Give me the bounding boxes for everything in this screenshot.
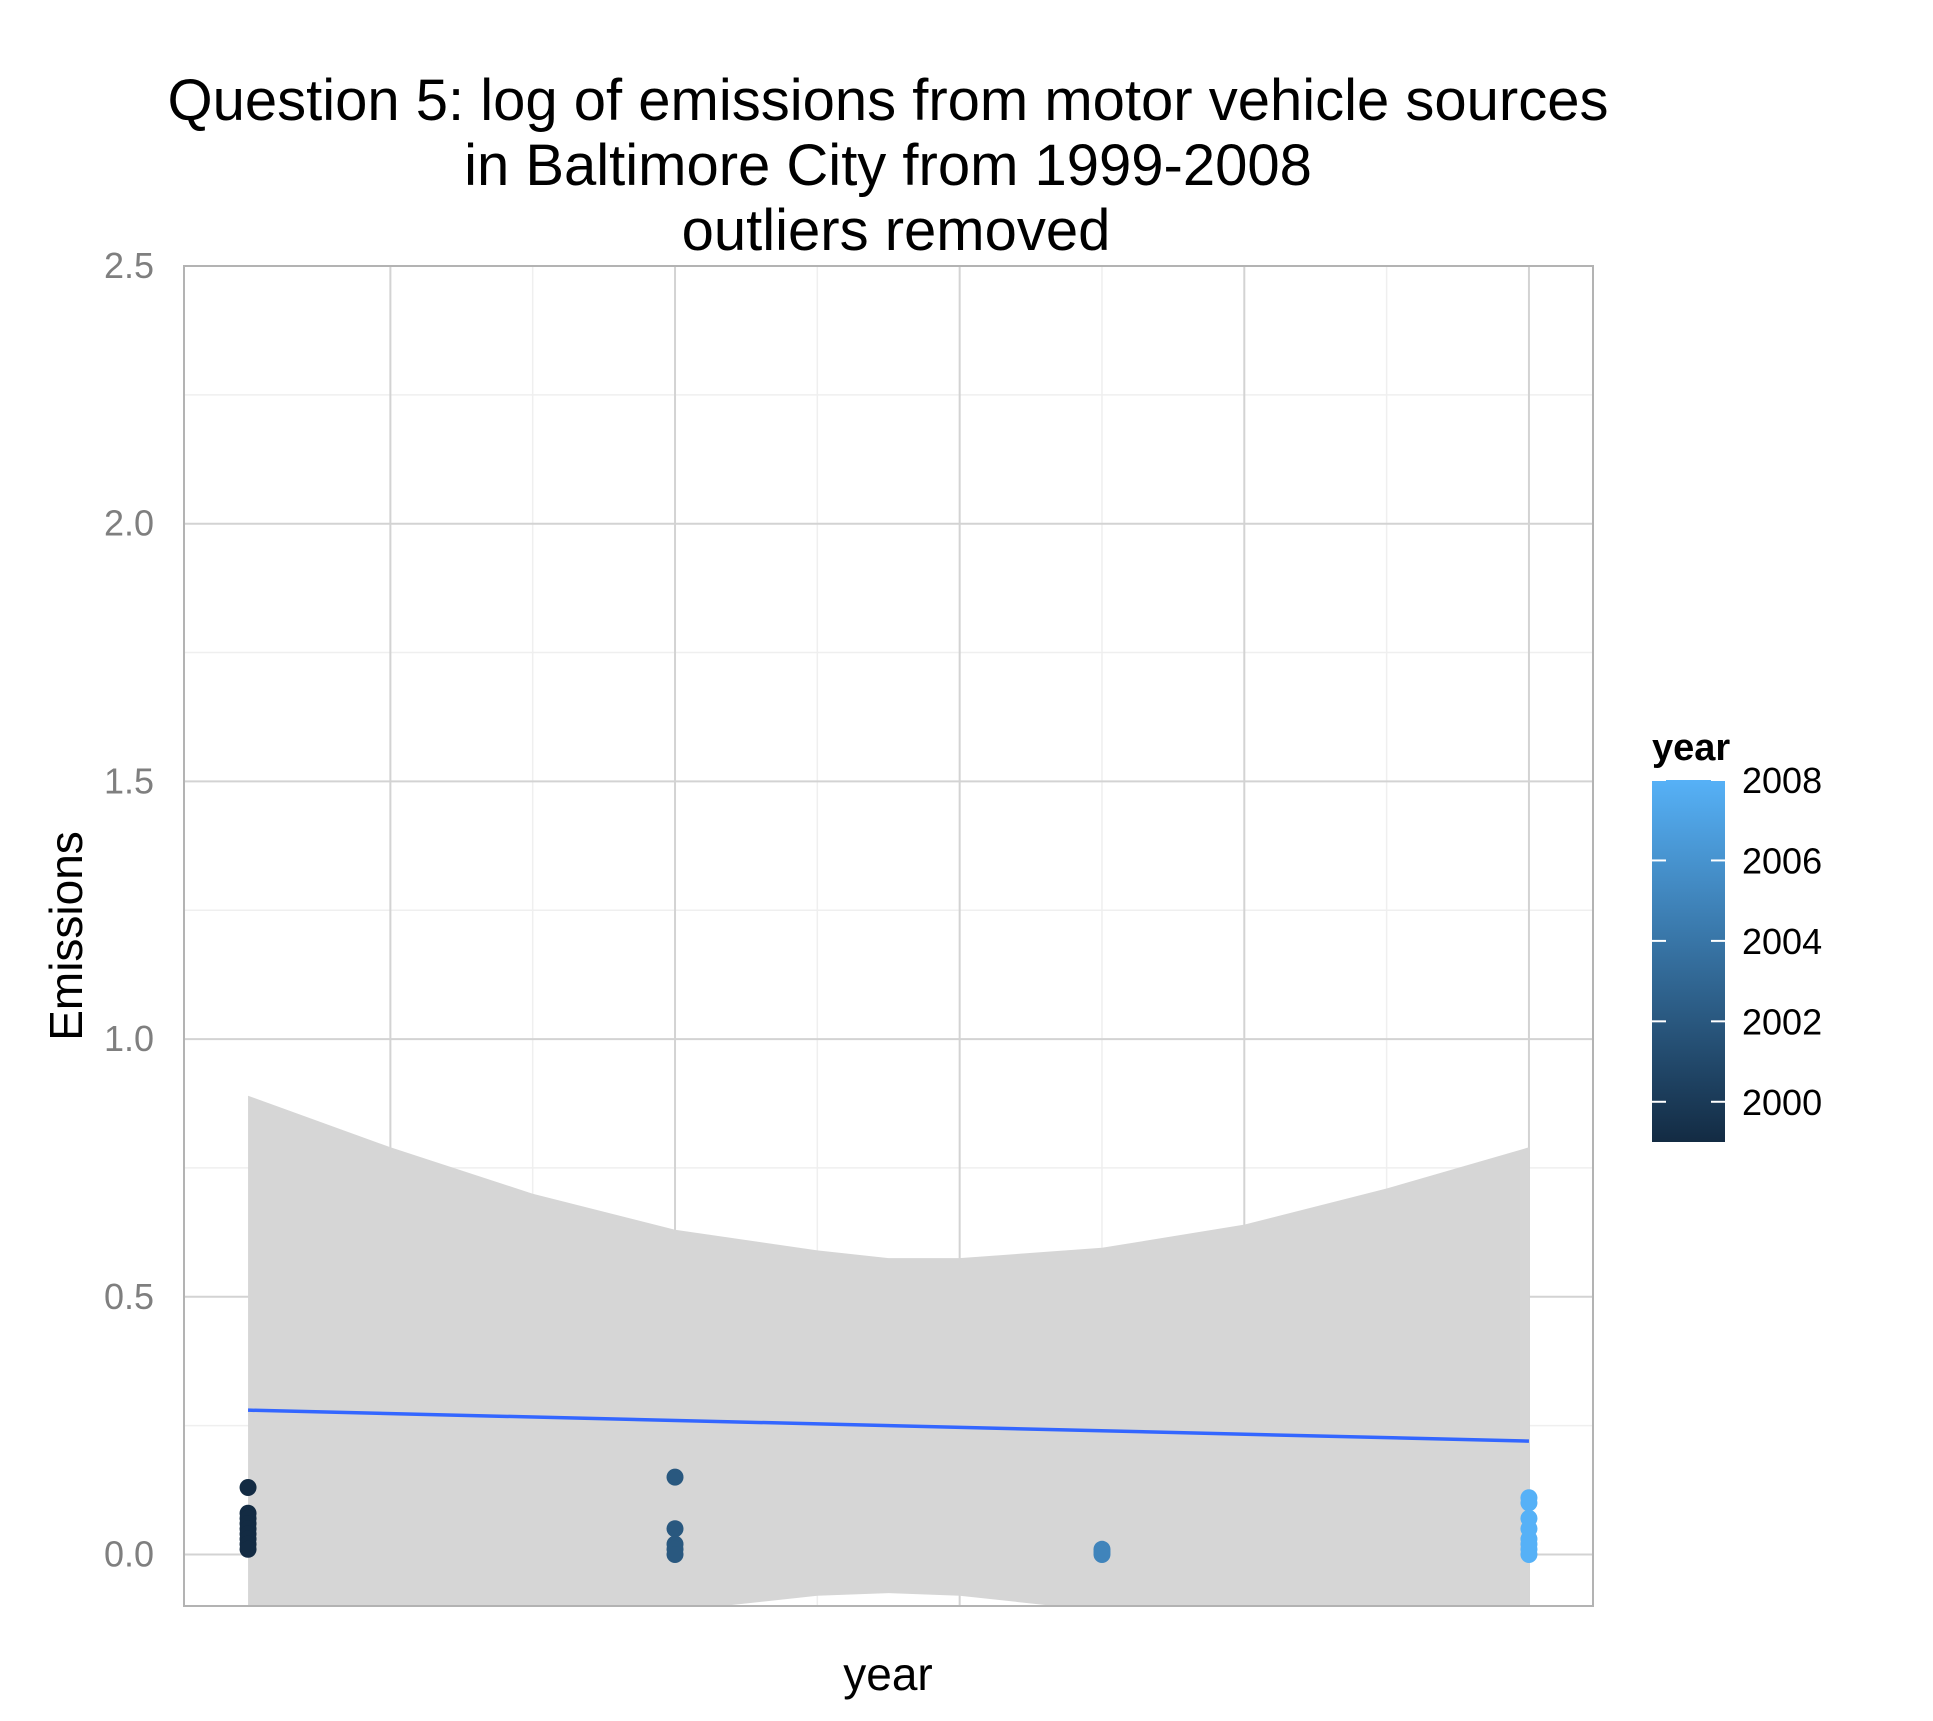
legend-tick-label: 2004 [1742,921,1822,962]
y-tick-label: 0.5 [104,1276,154,1317]
y-axis-title: Emissions [40,831,92,1041]
legend-ticks: 2000 2002 2004 2006 2008 [1652,760,1822,1123]
legend-tick-label: 2008 [1742,760,1822,801]
legend-tick-label: 2006 [1742,840,1822,881]
chart-title-line-3: outliers removed [682,198,1111,263]
legend-color-bar [1652,780,1725,1142]
legend-tick-label: 2000 [1742,1082,1822,1123]
data-point [1093,1545,1111,1563]
data-point [666,1468,684,1486]
data-point [666,1545,684,1563]
legend-title: year [1652,727,1730,769]
y-axis-tick-labels: 0.0 0.5 1.0 1.5 2.0 2.5 [104,245,154,1574]
y-tick-label: 1.5 [104,760,154,801]
y-tick-label: 0.0 [104,1533,154,1574]
data-point [1520,1545,1538,1563]
color-legend: year 2000 2002 2004 2006 2008 [1652,727,1822,1142]
y-tick-label: 2.0 [104,503,154,544]
data-point [666,1520,684,1538]
data-point [239,1478,257,1496]
panel-border [183,265,1594,1607]
x-axis-title: year [843,1648,932,1700]
data-point [1520,1494,1538,1512]
y-tick-label: 1.0 [104,1018,154,1059]
smooth-trend-line [248,1408,1529,1443]
chart-title-line-1: Question 5: log of emissions from motor … [168,68,1609,133]
legend-tick-label: 2002 [1742,1001,1822,1042]
confidence-band [248,1095,1529,1606]
data-points [239,1468,1538,1563]
chart-title-line-2: in Baltimore City from 1999-2008 [464,133,1312,198]
data-point [239,1540,257,1558]
y-tick-label: 2.5 [104,245,154,286]
chart-title: Question 5: log of emissions from motor … [168,68,1609,263]
